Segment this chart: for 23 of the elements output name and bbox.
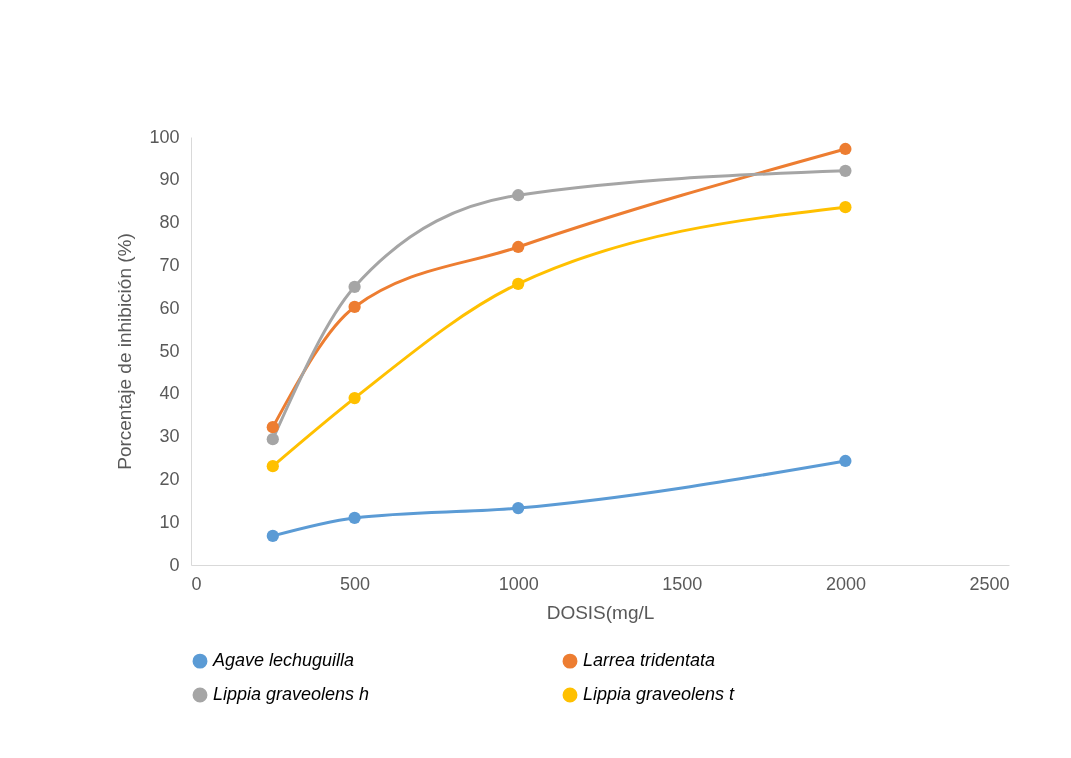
legend-label: Larrea tridentata bbox=[583, 650, 716, 671]
x-tick-label: 0 bbox=[191, 573, 202, 594]
legend-label: Agave lechuguilla bbox=[212, 650, 355, 671]
y-tick-label: 30 bbox=[159, 426, 180, 447]
y-tick-label: 90 bbox=[159, 169, 180, 190]
x-tick-label: 500 bbox=[340, 573, 371, 594]
legend-label: Lippia graveolens t bbox=[583, 684, 736, 704]
y-tick-label: 50 bbox=[159, 340, 180, 361]
x-tick-label: 2000 bbox=[825, 573, 866, 594]
y-tick-label: 80 bbox=[159, 212, 180, 233]
x-tick-label: 1000 bbox=[498, 573, 539, 594]
y-tick-label: 10 bbox=[159, 511, 180, 532]
x-axis-title: DOSIS(mg/L bbox=[546, 601, 655, 623]
y-tick-label: 70 bbox=[159, 254, 180, 275]
y-axis-title: Porcentaje de inhibición (%) bbox=[114, 233, 136, 470]
y-tick-label: 40 bbox=[159, 383, 180, 404]
y-tick-label: 100 bbox=[149, 126, 180, 147]
x-tick-label: 2500 bbox=[969, 573, 1010, 594]
y-tick-label: 20 bbox=[159, 468, 180, 489]
y-tick-label: 0 bbox=[169, 554, 180, 575]
y-tick-label: 60 bbox=[159, 297, 180, 318]
x-tick-label: 1500 bbox=[662, 573, 703, 594]
legend-label: Lippia graveolens h bbox=[213, 684, 370, 704]
